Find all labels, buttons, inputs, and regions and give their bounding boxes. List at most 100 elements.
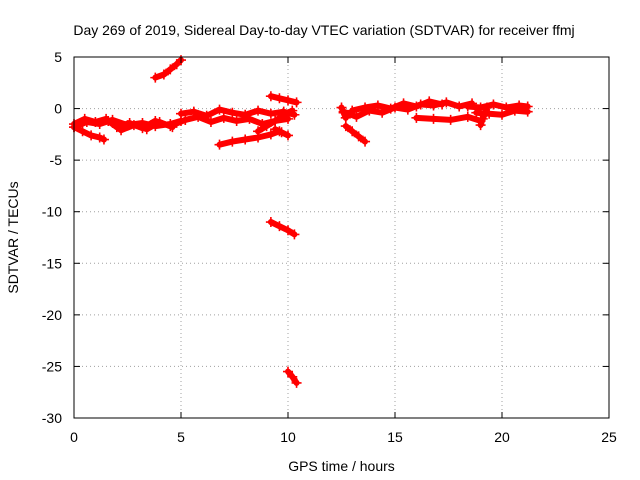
data-point (103, 115, 114, 126)
data-point (128, 120, 139, 131)
series-track (105, 117, 176, 134)
data-point (475, 120, 486, 131)
data-point (158, 69, 169, 80)
data-point (283, 95, 293, 106)
series-track-15 (347, 96, 448, 116)
data-point (278, 109, 289, 120)
data-point (214, 139, 225, 150)
y-tick-label: -5 (50, 152, 63, 168)
series-track (267, 93, 300, 106)
plot-frame (73, 56, 610, 419)
y-tick-label: -10 (42, 204, 62, 220)
x-tick-label: 25 (601, 429, 617, 445)
data-point (428, 113, 439, 124)
data-point (445, 114, 456, 125)
data-point (482, 102, 493, 113)
data-point (338, 107, 349, 118)
data-point (347, 126, 358, 137)
data-point (227, 136, 238, 147)
data-point (77, 126, 88, 137)
data-point (274, 221, 285, 232)
series-track-17 (462, 99, 533, 113)
data-point (351, 111, 362, 122)
data-point (214, 104, 225, 115)
series-track (178, 106, 298, 119)
data-point (287, 105, 298, 116)
data-point (274, 93, 285, 104)
x-tick-labels: 0 5 10 15 20 25 (70, 429, 617, 445)
data-point (231, 115, 242, 126)
data-point (167, 122, 178, 133)
data-point (240, 134, 251, 145)
data-point (193, 111, 204, 122)
y-tick-labels: 5 0 -5 -10 -15 -20 -25 -30 (42, 49, 62, 426)
data-point (283, 225, 293, 236)
data-point (141, 124, 152, 135)
y-tick-label: -25 (42, 358, 62, 374)
data-point (276, 127, 287, 138)
y-tick-label: 5 (54, 49, 62, 65)
data-point (360, 102, 371, 113)
data-point (265, 108, 276, 119)
data-point (253, 105, 264, 116)
y-tick-label: -15 (42, 255, 62, 271)
data-point (497, 109, 507, 120)
data-point (353, 131, 364, 142)
data-point (411, 112, 422, 123)
data-point (154, 116, 165, 127)
data-point (488, 99, 499, 110)
series-track-21 (336, 102, 351, 123)
series-track (342, 123, 368, 145)
data-point (265, 129, 276, 140)
series-track-3 (103, 115, 178, 136)
data-point (79, 113, 90, 124)
data-point (372, 100, 383, 111)
x-tick-label: 5 (177, 429, 185, 445)
data-point (244, 113, 255, 124)
data-point (265, 217, 276, 228)
data-point (347, 105, 358, 116)
series-track-13 (283, 366, 302, 388)
data-point (437, 99, 448, 110)
data-point (336, 102, 347, 113)
y-axis-label: SDTVAR / TECUs (5, 181, 21, 293)
data-point (94, 132, 105, 143)
series-track-9 (253, 105, 298, 137)
data-point (398, 98, 409, 109)
data-point (360, 136, 371, 147)
data-point (340, 112, 351, 123)
data-point (205, 116, 216, 127)
data-point (86, 130, 97, 141)
data-point (291, 97, 302, 108)
data-point (424, 96, 435, 107)
y-tick-label: -30 (42, 410, 62, 426)
data-point (289, 229, 300, 240)
data-point (227, 107, 238, 118)
series-track-20 (340, 121, 371, 147)
data-series (69, 55, 533, 388)
data-point (385, 103, 396, 114)
data-point (176, 108, 186, 119)
series-track (267, 219, 298, 238)
series-track-12 (265, 217, 300, 240)
data-point (283, 366, 293, 377)
data-point (150, 72, 161, 83)
data-point (253, 126, 264, 137)
data-point (411, 101, 422, 112)
data-point (477, 113, 488, 124)
data-point (479, 108, 490, 119)
chart-title: Day 269 of 2019, Sidereal Day-to-day VTE… (73, 22, 574, 38)
data-point (261, 121, 272, 132)
data-point (265, 91, 276, 102)
series-track-11 (265, 91, 302, 108)
series-track (477, 104, 490, 129)
data-point (291, 377, 302, 388)
data-point (90, 116, 101, 127)
x-tick-label: 0 (70, 429, 78, 445)
data-point (509, 105, 520, 116)
data-point (454, 101, 465, 112)
x-tick-label: 20 (494, 429, 510, 445)
data-point (287, 371, 298, 382)
x-axis-label: GPS time / hours (288, 458, 395, 474)
